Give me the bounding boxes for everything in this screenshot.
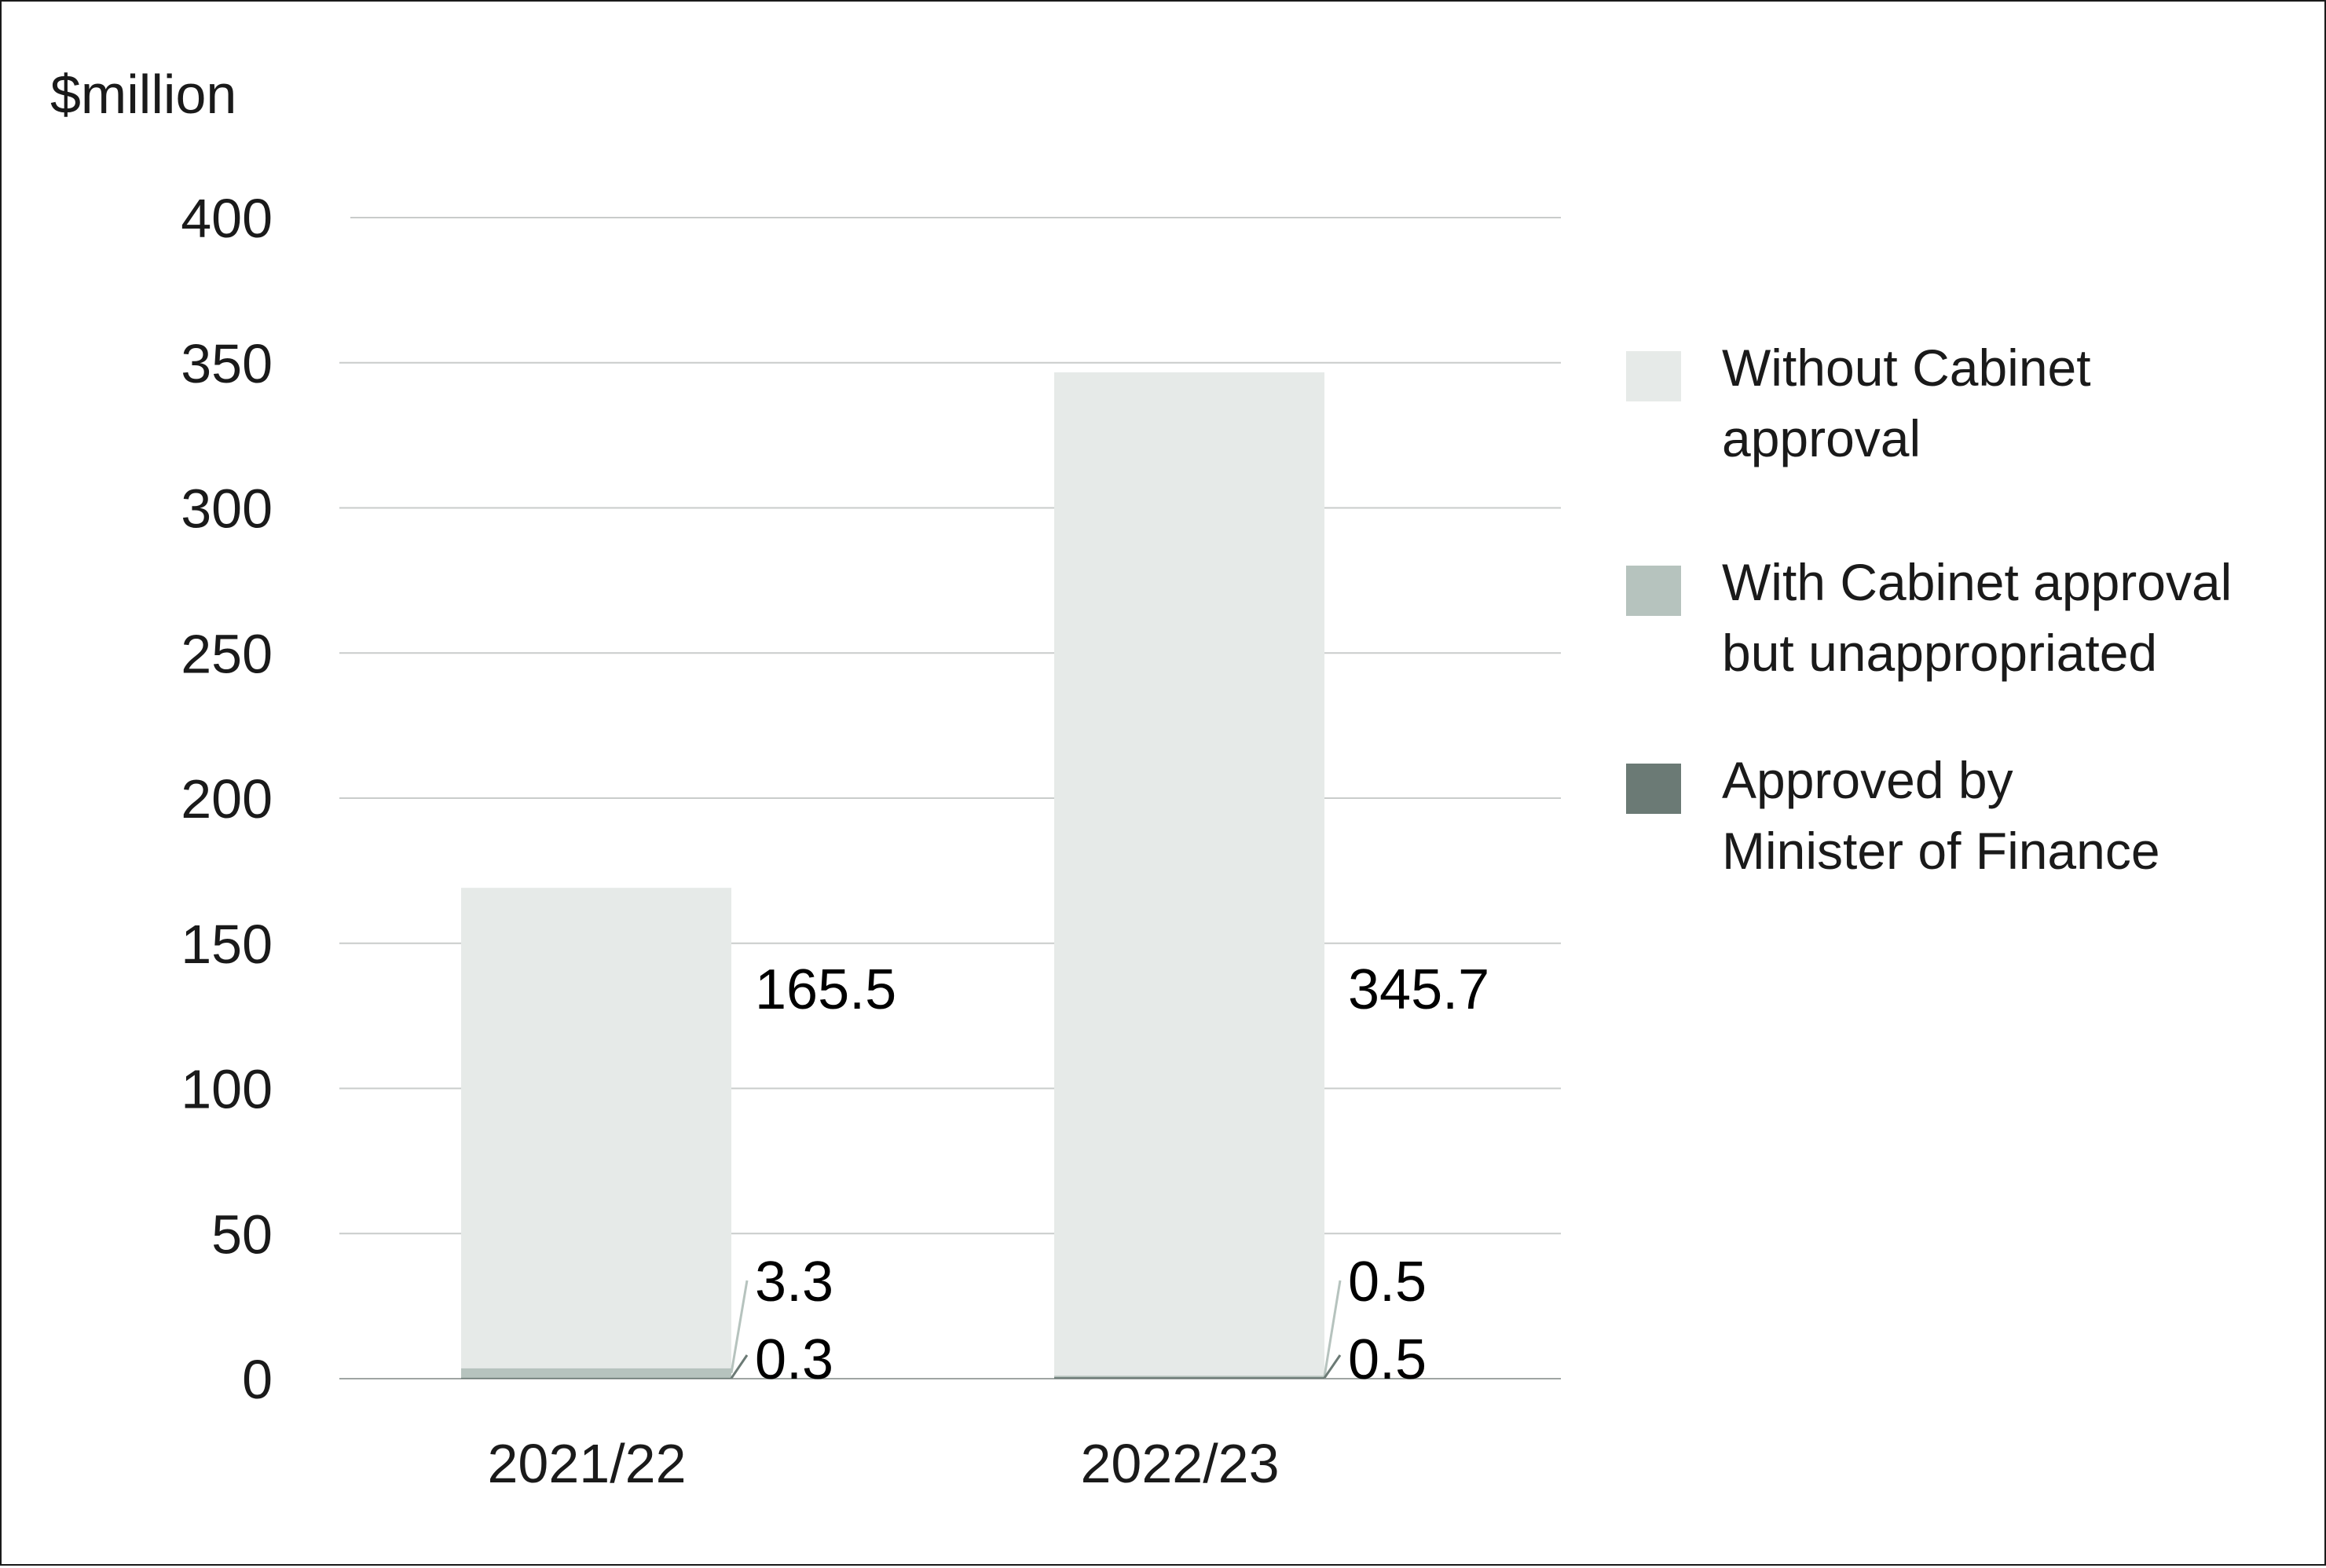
y-tick-label: 350 xyxy=(181,333,273,394)
data-label: 165.5 xyxy=(755,958,896,1021)
y-axis-ticks: 0 50 100 150 200 250 300 350 400 xyxy=(181,188,273,1410)
x-axis-categories: 2021/22 2022/23 xyxy=(487,1433,1279,1494)
data-label: 0.3 xyxy=(755,1328,833,1391)
bar-segment-with-cabinet-approval-unappropriated xyxy=(1054,1375,1324,1378)
legend-swatch xyxy=(1626,351,1681,401)
legend-label: approval xyxy=(1722,409,1921,467)
data-label: 0.5 xyxy=(1348,1328,1427,1391)
legend: Without Cabinet approval With Cabinet appr… xyxy=(1626,339,2232,880)
y-tick-label: 0 xyxy=(242,1349,273,1410)
y-tick-label: 150 xyxy=(181,914,273,975)
bars xyxy=(461,372,1324,1379)
y-tick-label: 50 xyxy=(211,1203,273,1265)
legend-label: Approved by xyxy=(1722,751,2013,809)
legend-label: Minister of Finance xyxy=(1722,822,2160,880)
bar-segment-without-cabinet-approval xyxy=(461,888,731,1368)
leader-lines xyxy=(730,1280,1342,1379)
leader-line xyxy=(1323,1354,1342,1379)
legend-swatch xyxy=(1626,764,1681,814)
x-category-label: 2022/23 xyxy=(1080,1433,1279,1494)
bar-segment-with-cabinet-approval-unappropriated xyxy=(461,1368,731,1378)
data-label: 3.3 xyxy=(755,1251,833,1313)
leader-line xyxy=(730,1354,749,1379)
x-category-label: 2021/22 xyxy=(487,1433,686,1494)
y-axis-unit-label: $million xyxy=(50,64,236,125)
data-label: 345.7 xyxy=(1348,958,1489,1021)
bar-segment-without-cabinet-approval xyxy=(1054,372,1324,1376)
y-tick-label: 200 xyxy=(181,768,273,830)
data-label: 0.5 xyxy=(1348,1251,1427,1313)
leader-line xyxy=(730,1280,749,1374)
y-tick-label: 300 xyxy=(181,478,273,540)
data-labels: 165.5 3.3 0.3 345.7 0.5 0.5 xyxy=(755,958,1489,1391)
bar-segment-approved-by-minister xyxy=(1054,1376,1324,1379)
legend-label: but unappropriated xyxy=(1722,624,2157,682)
y-tick-label: 100 xyxy=(181,1059,273,1120)
legend-label: Without Cabinet xyxy=(1722,339,2091,397)
legend-label: With Cabinet approval xyxy=(1722,553,2232,611)
leader-line xyxy=(1323,1280,1342,1377)
y-tick-label: 250 xyxy=(181,623,273,684)
legend-swatch xyxy=(1626,566,1681,616)
y-tick-label: 400 xyxy=(181,188,273,249)
